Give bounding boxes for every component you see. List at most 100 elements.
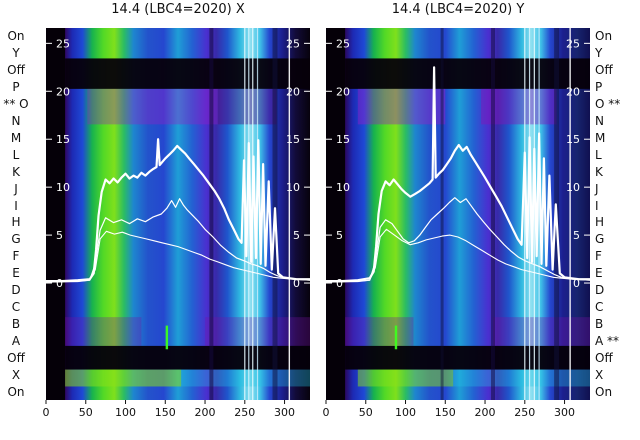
- row-label-left: G: [11, 232, 21, 247]
- row-label-left: E: [12, 266, 20, 281]
- row-label-right: O **: [595, 97, 621, 112]
- row-label-left: I: [14, 198, 18, 213]
- y-tick-label: 25: [566, 37, 580, 50]
- row-label-right: Off: [595, 350, 613, 365]
- heatmap-streak: [440, 28, 444, 400]
- row-label-right: M: [595, 130, 606, 145]
- row-label-right: L: [595, 147, 602, 162]
- heatmap-stripe: [492, 317, 590, 346]
- row-label-left: J: [14, 181, 18, 196]
- plot-panel-y: [326, 28, 590, 400]
- y-tick-label: 15: [336, 133, 350, 146]
- y-tick-label: 15: [56, 133, 70, 146]
- heatmap-stripe: [65, 58, 310, 89]
- axis-ticks-x: 25 25 20 20 15 15 10 10 5 5 0 0: [45, 37, 310, 404]
- y-tick-label: 25: [56, 37, 70, 50]
- x-tick-label: 50: [358, 406, 373, 419]
- row-label-right: Off: [595, 63, 613, 78]
- series-low: [326, 228, 590, 283]
- x-tick-label: 300: [274, 406, 296, 419]
- row-label-right: D: [595, 283, 605, 298]
- heatmap-stripe: [87, 88, 218, 125]
- row-label-right: On: [595, 384, 613, 399]
- panel-title-y: 14.4 (LBC4=2020) Y: [391, 2, 525, 17]
- heatmap-stripe: [65, 317, 142, 346]
- x-tick-label: 250: [514, 406, 536, 419]
- row-label-left: P: [12, 80, 20, 95]
- y-tick-label: 0: [56, 277, 63, 290]
- heatmap-streak: [165, 325, 169, 350]
- row-label-right: I: [595, 198, 599, 213]
- y-tick-label: 10: [566, 181, 580, 194]
- y-tick-label: 20: [336, 85, 350, 98]
- row-label-left: A: [11, 333, 21, 348]
- heatmap-stripe: [217, 88, 277, 125]
- y-tick-label: 0: [336, 277, 343, 290]
- row-label-left: M: [10, 130, 22, 145]
- x-tick-label: 0: [322, 406, 330, 419]
- row-label-left: F: [12, 249, 20, 264]
- y-tick-label: 10: [336, 181, 350, 194]
- row-label-right: E: [595, 266, 603, 281]
- y-tick-label: 20: [566, 85, 580, 98]
- heatmap-stripe: [345, 317, 414, 346]
- heatmap-streak: [394, 325, 398, 350]
- series-mid: [326, 197, 590, 283]
- heatmap-stripe: [345, 345, 590, 370]
- x-tick-label: 300: [554, 406, 576, 419]
- y-tick-label: 5: [56, 229, 63, 242]
- row-label-left: Off: [7, 63, 25, 78]
- series-low: [46, 230, 310, 283]
- series-sum: [46, 138, 310, 283]
- row-label-left: K: [12, 164, 20, 179]
- row-label-left: Off: [7, 350, 25, 365]
- heatmap-streak: [209, 28, 214, 400]
- row-label-right: F: [595, 249, 602, 264]
- row-label-left: On: [7, 384, 25, 399]
- y-tick-label: 20: [286, 85, 300, 98]
- x-tick-label: 50: [78, 406, 93, 419]
- y-tick-label: 0: [293, 277, 300, 290]
- row-label-right: On: [595, 29, 613, 44]
- row-label-right: N: [595, 114, 604, 128]
- y-tick-label: 10: [286, 181, 300, 194]
- heatmap-streak: [569, 28, 571, 400]
- y-tick-label: 10: [56, 181, 70, 194]
- series-sum: [326, 66, 590, 283]
- row-label-right: J: [595, 181, 599, 196]
- row-label-left: N: [11, 114, 21, 128]
- x-tick-label: 100: [395, 406, 417, 419]
- axis-ticks-y: 25 25 20 20 15 15 10 10 5 5 0 0: [325, 37, 590, 404]
- row-label-left: Y: [12, 46, 20, 61]
- row-label-right: P: [595, 80, 603, 95]
- x-tick-label: 100: [115, 406, 137, 419]
- plot-panel-x: [46, 28, 310, 400]
- y-tick-label: 5: [336, 229, 343, 242]
- row-label-left: H: [11, 215, 21, 230]
- x-tick-label: 250: [234, 406, 256, 419]
- row-label-left: On: [7, 29, 25, 44]
- heatmap-streak: [490, 28, 495, 400]
- y-tick-label: 25: [336, 37, 350, 50]
- x-tick-label: 150: [434, 406, 456, 419]
- row-label-left: ** O: [3, 97, 29, 112]
- heatmap-streak: [288, 28, 291, 400]
- series-mid: [46, 198, 310, 283]
- row-label-left: D: [11, 283, 21, 298]
- y-tick-label: 15: [286, 133, 300, 146]
- y-tick-label: 0: [573, 277, 580, 290]
- x-tick-label: 200: [474, 406, 496, 419]
- heatmap-streak: [538, 28, 540, 400]
- heatmap-stripe: [181, 369, 310, 387]
- row-label-right: K: [595, 164, 603, 179]
- row-label-left: B: [11, 316, 21, 331]
- x-tick-label: 0: [42, 406, 50, 419]
- heatmap-stripe: [345, 58, 590, 89]
- y-tick-label: 25: [286, 37, 300, 50]
- row-label-right: X: [595, 367, 604, 382]
- row-label-right: C: [595, 300, 604, 314]
- row-label-right: B: [595, 316, 604, 331]
- row-label-right: A **: [595, 333, 620, 348]
- heatmap-stripe: [357, 369, 454, 387]
